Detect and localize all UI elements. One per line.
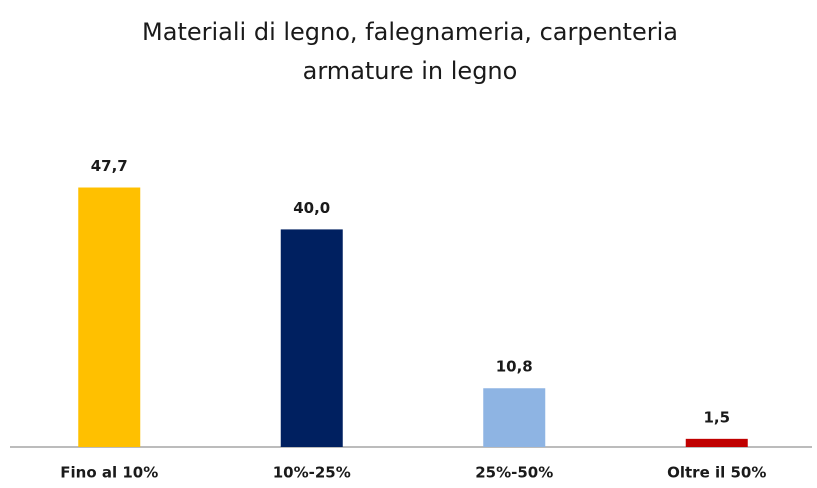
bar — [280, 229, 343, 447]
value-label: 1,5 — [703, 408, 730, 426]
value-label: 47,7 — [91, 157, 128, 175]
chart-title: Materiali di legno, falegnameria, carpen… — [142, 18, 678, 46]
bar — [685, 438, 748, 447]
bar — [78, 187, 141, 447]
x-tick-label: Fino al 10% — [60, 464, 158, 482]
x-tick-label: 25%-50% — [475, 464, 553, 482]
chart-title: armature in legno — [303, 57, 518, 85]
x-tick-label: 10%-25% — [273, 464, 351, 482]
value-label: 40,0 — [293, 199, 330, 217]
x-tick-label: Oltre il 50% — [667, 464, 766, 482]
value-label: 10,8 — [496, 358, 533, 376]
bar — [483, 388, 546, 447]
